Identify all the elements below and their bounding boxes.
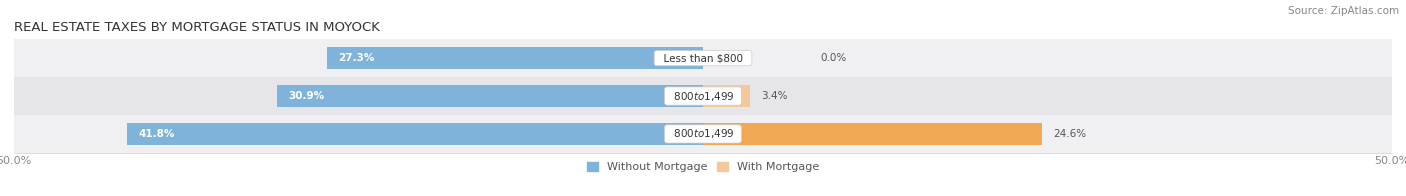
Text: Less than $800: Less than $800	[657, 53, 749, 63]
Text: REAL ESTATE TAXES BY MORTGAGE STATUS IN MOYOCK: REAL ESTATE TAXES BY MORTGAGE STATUS IN …	[14, 21, 380, 34]
Text: 41.8%: 41.8%	[138, 129, 174, 139]
Bar	[14, 39, 1392, 77]
Text: $800 to $1,499: $800 to $1,499	[666, 90, 740, 103]
Bar	[14, 77, 1392, 115]
Text: 30.9%: 30.9%	[288, 91, 325, 101]
Text: 27.3%: 27.3%	[337, 53, 374, 63]
Text: 3.4%: 3.4%	[761, 91, 787, 101]
Legend: Without Mortgage, With Mortgage: Without Mortgage, With Mortgage	[588, 162, 818, 172]
Bar	[14, 115, 1392, 153]
Bar	[703, 123, 1042, 145]
Bar	[326, 47, 703, 69]
Text: Source: ZipAtlas.com: Source: ZipAtlas.com	[1288, 6, 1399, 16]
Text: 24.6%: 24.6%	[1053, 129, 1085, 139]
Text: $800 to $1,499: $800 to $1,499	[666, 127, 740, 140]
Bar	[127, 123, 703, 145]
Bar	[703, 85, 749, 107]
Text: 0.0%: 0.0%	[820, 53, 846, 63]
Bar	[277, 85, 703, 107]
